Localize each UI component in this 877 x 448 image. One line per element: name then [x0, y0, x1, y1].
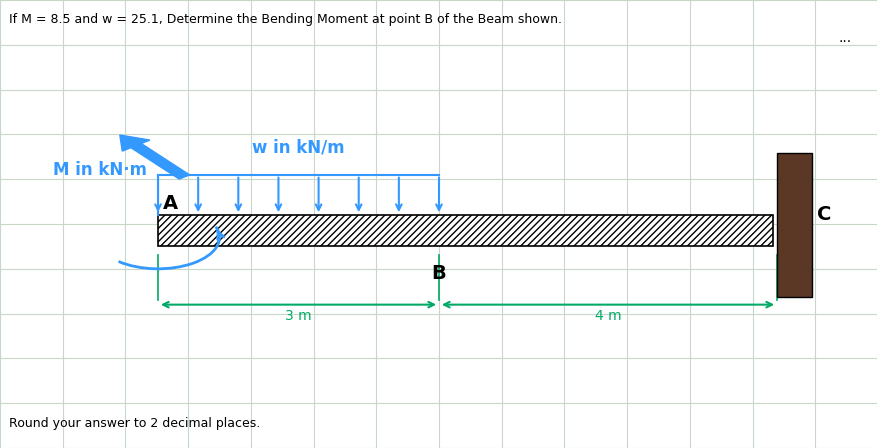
- Text: 3 m: 3 m: [285, 309, 311, 323]
- FancyArrow shape: [119, 135, 189, 179]
- Text: M in kN·m: M in kN·m: [53, 161, 146, 179]
- Bar: [776, 153, 811, 297]
- Text: If M = 8.5 and w = 25.1, Determine the Bending Moment at point B of the Beam sho: If M = 8.5 and w = 25.1, Determine the B…: [9, 13, 561, 26]
- Bar: [158, 215, 772, 246]
- Text: ...: ...: [838, 31, 851, 45]
- Text: A: A: [162, 194, 177, 213]
- Text: 4 m: 4 m: [594, 309, 621, 323]
- Text: C: C: [816, 205, 830, 224]
- Text: Round your answer to 2 decimal places.: Round your answer to 2 decimal places.: [9, 417, 260, 430]
- Text: B: B: [431, 264, 446, 283]
- Text: w in kN/m: w in kN/m: [252, 139, 345, 157]
